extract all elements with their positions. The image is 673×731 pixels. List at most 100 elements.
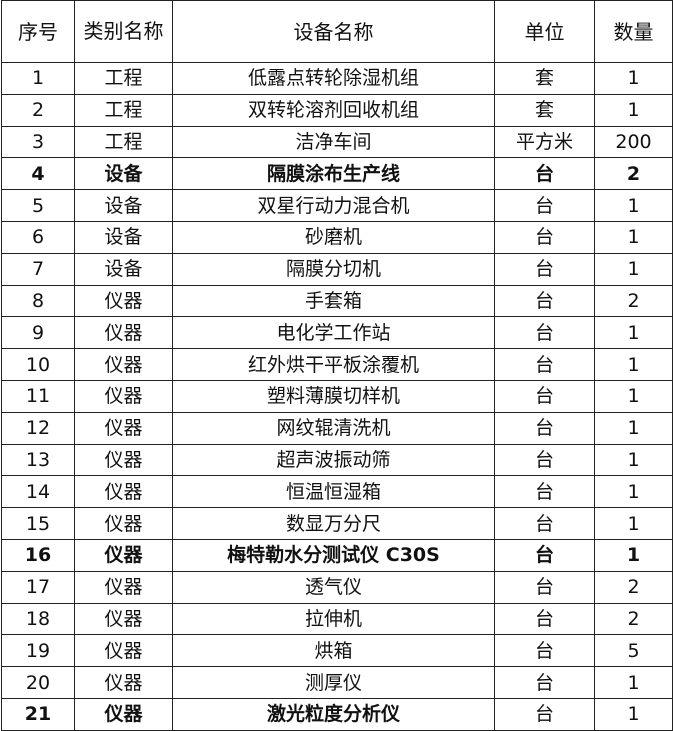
cell-unit: 台 bbox=[494, 697, 595, 731]
cell-unit: 台 bbox=[494, 189, 595, 222]
cell-name: 超声波振动筛 bbox=[172, 443, 495, 477]
cell-category: 仪器 bbox=[74, 475, 173, 509]
cell-no: 10 bbox=[1, 348, 75, 381]
cell-category: 仪器 bbox=[74, 284, 173, 318]
cell-qty: 1 bbox=[594, 475, 673, 509]
cell-no: 7 bbox=[1, 252, 75, 286]
cell-category: 仪器 bbox=[74, 507, 173, 540]
cell-qty: 5 bbox=[594, 634, 673, 668]
header-row: 序号 类别名称 设备名称 单位 数量 bbox=[1, 0, 673, 63]
cell-unit: 台 bbox=[494, 252, 595, 286]
cell-name: 网纹辊清洗机 bbox=[172, 411, 495, 445]
cell-qty: 1 bbox=[594, 189, 673, 222]
cell-no: 15 bbox=[1, 507, 75, 540]
cell-category: 仪器 bbox=[74, 379, 173, 413]
cell-category: 仪器 bbox=[74, 634, 173, 668]
cell-qty: 2 bbox=[594, 157, 673, 191]
cell-qty: 1 bbox=[594, 220, 673, 254]
table-row: 14 仪器 恒温恒湿箱台 1 bbox=[1, 475, 673, 509]
cell-no: 8 bbox=[1, 284, 75, 318]
cell-no: 14 bbox=[1, 475, 75, 509]
cell-category: 设备 bbox=[74, 157, 173, 191]
cell-unit: 台 bbox=[494, 602, 595, 636]
cell-no: 11 bbox=[1, 379, 75, 413]
table-row: 10 仪器 红外烘干平板涂覆机台 1 bbox=[1, 348, 673, 381]
cell-no: 5 bbox=[1, 189, 75, 222]
cell-category: 设备 bbox=[74, 252, 173, 286]
table-row: 19 仪器 烘箱台 5 bbox=[1, 634, 673, 668]
cell-unit: 台 bbox=[494, 443, 595, 477]
cell-unit: 台 bbox=[494, 538, 595, 572]
table-row: 20 仪器 测厚仪台 1 bbox=[1, 666, 673, 699]
cell-qty: 1 bbox=[594, 316, 673, 350]
cell-name: 手套箱 bbox=[172, 284, 495, 318]
cell-name: 双转轮溶剂回收机组 bbox=[172, 93, 495, 127]
cell-qty: 1 bbox=[594, 252, 673, 286]
cell-unit: 平方米 bbox=[494, 125, 595, 159]
table-row: 2 工程 双转轮溶剂回收机组套 1 bbox=[1, 93, 673, 127]
cell-name: 塑料薄膜切样机 bbox=[172, 379, 495, 413]
cell-category: 仪器 bbox=[74, 348, 173, 381]
cell-no: 2 bbox=[1, 93, 75, 127]
cell-no: 6 bbox=[1, 220, 75, 254]
cell-name: 激光粒度分析仪 bbox=[172, 697, 495, 731]
cell-qty: 2 bbox=[594, 570, 673, 604]
header-unit: 单位 bbox=[494, 0, 595, 63]
cell-name: 烘箱 bbox=[172, 634, 495, 668]
cell-name: 洁净车间 bbox=[172, 125, 495, 159]
cell-category: 仪器 bbox=[74, 443, 173, 477]
cell-no: 13 bbox=[1, 443, 75, 477]
cell-unit: 台 bbox=[494, 634, 595, 668]
cell-category: 仪器 bbox=[74, 697, 173, 731]
cell-unit: 台 bbox=[494, 570, 595, 604]
table-row: 9 仪器 电化学工作站台 1 bbox=[1, 316, 673, 350]
table-row: 17 仪器 透气仪台 2 bbox=[1, 570, 673, 604]
cell-no: 20 bbox=[1, 666, 75, 699]
table-row: 12 仪器 网纹辊清洗机台 1 bbox=[1, 411, 673, 445]
table-row: 8 仪器 手套箱台 2 bbox=[1, 284, 673, 318]
cell-category: 工程 bbox=[74, 93, 173, 127]
cell-name: 透气仪 bbox=[172, 570, 495, 604]
cell-qty: 1 bbox=[594, 666, 673, 699]
cell-unit: 台 bbox=[494, 507, 595, 540]
cell-unit: 台 bbox=[494, 316, 595, 350]
table-row: 13 仪器 超声波振动筛台 1 bbox=[1, 443, 673, 477]
cell-no: 12 bbox=[1, 411, 75, 445]
cell-category: 设备 bbox=[74, 220, 173, 254]
cell-unit: 台 bbox=[494, 666, 595, 699]
cell-qty: 2 bbox=[594, 284, 673, 318]
cell-category: 仪器 bbox=[74, 602, 173, 636]
cell-qty: 1 bbox=[594, 538, 673, 572]
cell-qty: 1 bbox=[594, 443, 673, 477]
cell-name: 砂磨机 bbox=[172, 220, 495, 254]
cell-unit: 台 bbox=[494, 220, 595, 254]
cell-unit: 台 bbox=[494, 379, 595, 413]
cell-unit: 台 bbox=[494, 157, 595, 191]
table-row: 4 设备 隔膜涂布生产线台 2 bbox=[1, 157, 673, 191]
cell-no: 21 bbox=[1, 697, 75, 731]
cell-no: 18 bbox=[1, 602, 75, 636]
cell-qty: 200 bbox=[594, 125, 673, 159]
cell-name: 拉伸机 bbox=[172, 602, 495, 636]
cell-no: 1 bbox=[1, 62, 75, 95]
cell-category: 仪器 bbox=[74, 538, 173, 572]
cell-category: 工程 bbox=[74, 62, 173, 95]
cell-name: 双星行动力混合机 bbox=[172, 189, 495, 222]
cell-qty: 1 bbox=[594, 93, 673, 127]
cell-category: 工程 bbox=[74, 125, 173, 159]
cell-name: 梅特勒水分测试仪 C30S bbox=[172, 538, 495, 572]
table-row: 5 设备 双星行动力混合机台 1 bbox=[1, 189, 673, 222]
cell-no: 9 bbox=[1, 316, 75, 350]
cell-name: 隔膜分切机 bbox=[172, 252, 495, 286]
cell-unit: 台 bbox=[494, 475, 595, 509]
cell-name: 电化学工作站 bbox=[172, 316, 495, 350]
cell-qty: 1 bbox=[594, 507, 673, 540]
table-row: 7 设备 隔膜分切机台 1 bbox=[1, 252, 673, 286]
table-row: 3 工程 洁净车间 平方米 200 bbox=[1, 125, 673, 159]
cell-qty: 1 bbox=[594, 697, 673, 731]
cell-no: 4 bbox=[1, 157, 75, 191]
cell-qty: 1 bbox=[594, 411, 673, 445]
cell-no: 16 bbox=[1, 538, 75, 572]
cell-name: 恒温恒湿箱 bbox=[172, 475, 495, 509]
